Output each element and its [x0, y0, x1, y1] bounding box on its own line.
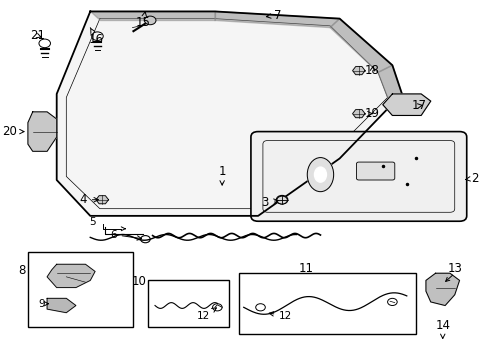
Text: 10: 10	[131, 275, 146, 288]
Text: 4: 4	[79, 193, 98, 206]
Polygon shape	[329, 19, 391, 72]
Polygon shape	[47, 298, 76, 313]
Polygon shape	[90, 12, 215, 21]
Text: 12: 12	[197, 308, 216, 321]
Text: 14: 14	[434, 319, 449, 338]
Ellipse shape	[314, 167, 326, 182]
Text: 17: 17	[411, 99, 426, 112]
FancyBboxPatch shape	[239, 273, 415, 334]
Text: 3: 3	[261, 196, 278, 209]
Text: 20: 20	[2, 125, 24, 138]
FancyBboxPatch shape	[356, 162, 394, 180]
Text: 1: 1	[218, 165, 225, 185]
Text: 9: 9	[38, 299, 48, 309]
Text: 6: 6	[110, 230, 142, 240]
Text: 18: 18	[365, 64, 379, 77]
Polygon shape	[352, 67, 365, 75]
Text: 11: 11	[298, 262, 313, 275]
Ellipse shape	[306, 158, 333, 192]
Text: 13: 13	[447, 262, 461, 275]
Text: 16: 16	[89, 28, 104, 46]
Circle shape	[276, 196, 287, 204]
Text: 5: 5	[89, 217, 96, 227]
Polygon shape	[57, 12, 401, 216]
Text: 15: 15	[135, 12, 150, 29]
Text: 21: 21	[30, 29, 45, 42]
Polygon shape	[425, 273, 459, 306]
Polygon shape	[382, 94, 430, 116]
Polygon shape	[28, 112, 57, 151]
FancyBboxPatch shape	[147, 280, 229, 327]
FancyBboxPatch shape	[28, 252, 133, 327]
Text: 8: 8	[19, 264, 26, 277]
Circle shape	[276, 195, 287, 204]
Polygon shape	[96, 196, 108, 204]
FancyBboxPatch shape	[250, 132, 466, 221]
Polygon shape	[352, 109, 365, 118]
Text: 12: 12	[268, 311, 292, 320]
Text: 7: 7	[266, 9, 281, 22]
Text: 19: 19	[365, 107, 379, 120]
Polygon shape	[47, 264, 95, 288]
Polygon shape	[377, 65, 401, 98]
Polygon shape	[215, 12, 339, 28]
Circle shape	[144, 16, 156, 25]
Text: 2: 2	[465, 172, 478, 185]
